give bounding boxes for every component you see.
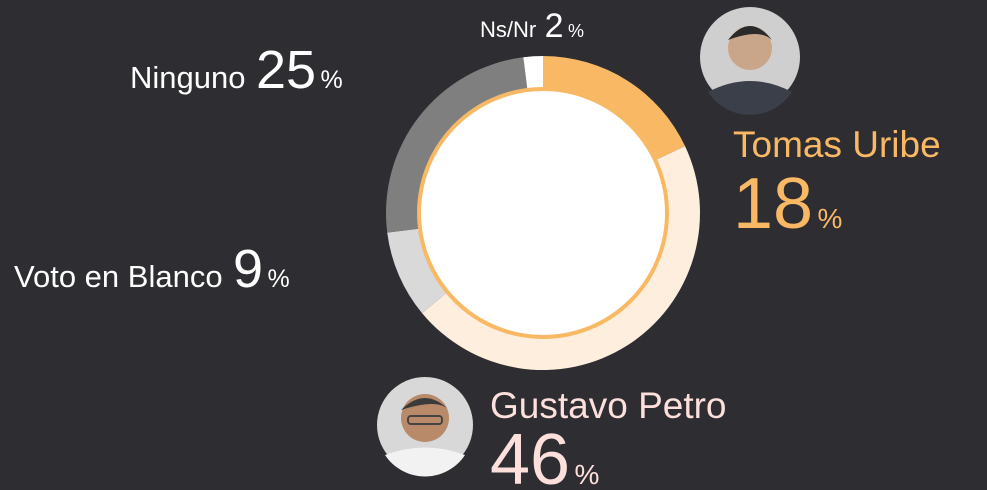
label-blanco: Voto en Blanco 9 % [14,239,290,299]
label-nsnr: Ns/Nr 2 % [480,7,584,45]
donut-segment [523,56,543,90]
donut-segment [422,146,700,370]
unit-label: % [268,265,290,293]
donut-center [417,87,669,339]
avatar-petro [377,377,473,477]
value-label: 9 [233,239,263,299]
unit-label: % [818,203,843,234]
unit-label: % [320,66,342,94]
donut-segment [387,228,448,314]
category-label: Voto en Blanco [14,259,223,294]
unit-label: % [575,459,600,490]
value-label: 2 [545,7,564,45]
category-label: Tomas Uribe [733,124,941,165]
category-label: Ns/Nr [480,17,536,42]
label-petro-value: 46 % [490,420,599,490]
unit-label: % [568,21,584,41]
value-label: 46 [490,420,570,490]
category-label: Gustavo Petro [490,385,727,426]
label-ninguno: Ninguno 25 % [130,40,343,100]
label-uribe-name: Tomas Uribe [733,124,941,165]
value-label: 18 [733,164,813,244]
avatar-uribe [700,7,800,115]
value-label: 25 [256,40,316,100]
label-petro-name: Gustavo Petro [490,385,727,426]
label-uribe-value: 18 % [733,164,842,244]
donut-segment [543,56,686,161]
category-label: Ninguno [130,60,245,95]
